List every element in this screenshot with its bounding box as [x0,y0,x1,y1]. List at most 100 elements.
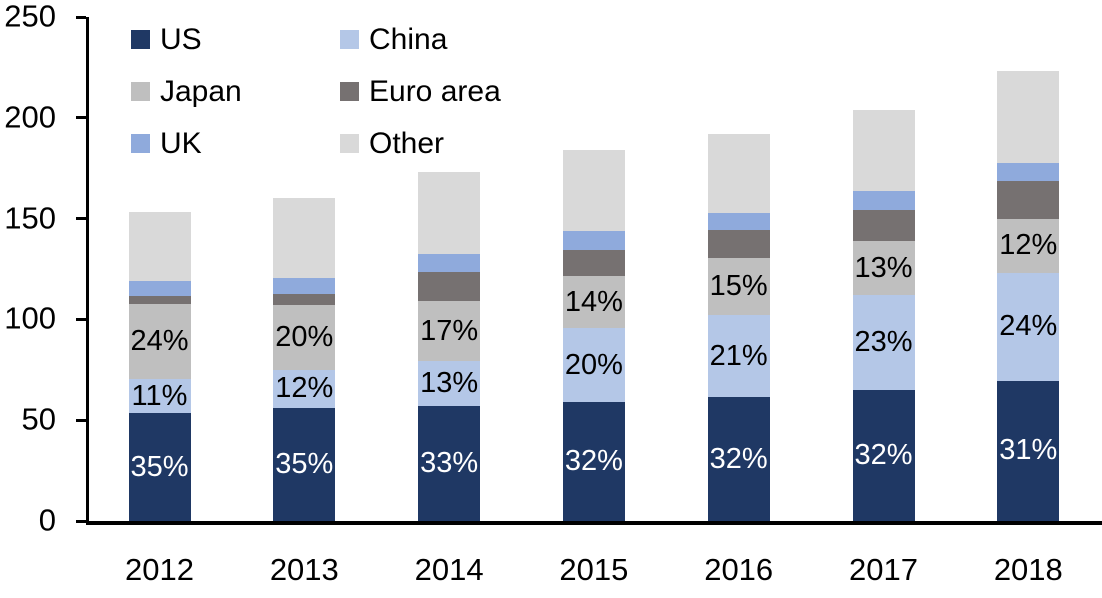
legend-item-euro-area: Euro area [340,74,501,109]
bar-2015-segment-other [562,150,625,231]
y-axis-label: 0 [38,502,56,538]
x-axis-label-2012: 2012 [125,552,194,587]
bar-2018: 31% 24% 12% [997,71,1060,521]
bar-2015-segment-japan: 14% [562,276,625,329]
x-axis-label-2018: 2018 [993,552,1063,587]
segment-percent-label: 20% [564,348,623,381]
segment-percent-label: 24% [130,325,189,358]
bar-2012-segment-japan: 24% [128,304,191,379]
legend-label-china: China [369,22,448,56]
y-axis-tick [76,519,86,523]
y-axis-tick [76,317,86,321]
bar-2014-segment-euro-area [418,272,481,302]
segment-percent-label: 23% [854,326,913,359]
legend-swatch-uk-icon [131,134,150,153]
bar-2017-segment-other [852,109,915,192]
segment-percent-label: 21% [709,339,768,372]
bar-2012-segment-china: 11% [128,378,191,414]
segment-percent-label: 13% [854,251,913,284]
bar-2013-segment-uk [273,278,336,295]
legend-label-euro-area: Euro area [369,74,501,108]
bar-2016-segment-other [707,133,770,213]
y-axis-label: 100 [4,300,56,336]
legend-item-japan: Japan [131,74,340,109]
legend-swatch-other-icon [340,134,359,153]
legend-item-uk: UK [131,126,340,161]
bar-2013-segment-japan: 20% [273,305,336,370]
bar-2016: 32% 21% 15% [707,133,770,521]
bar-2018-segment-uk [997,163,1060,182]
segment-percent-label: 12% [275,372,334,405]
bar-2016-segment-japan: 15% [707,257,770,316]
bar-2015-segment-china: 20% [562,328,625,403]
bar-2013-segment-euro-area [273,294,336,306]
segment-percent-label: 32% [854,438,913,471]
bar-2013-segment-china: 12% [273,369,336,409]
segment-percent-label: 20% [275,321,334,354]
y-axis-label: 250 [4,0,56,34]
segment-percent-label: 32% [564,445,623,478]
legend-item-china: China [340,22,501,57]
legend-swatch-japan-icon [131,82,150,101]
segment-percent-label: 33% [420,447,479,480]
bar-2017-segment-japan: 13% [852,240,915,296]
bar-2015-segment-uk [562,230,625,250]
legend-label-japan: Japan [160,74,242,108]
x-axis-label-2016: 2016 [704,552,774,587]
y-axis-tick [76,116,86,120]
bar-2017-segment-china: 23% [852,295,915,390]
bar-2017: 32% 23% 13% [852,109,915,521]
bar-2016-segment-china: 21% [707,315,770,398]
legend-item-other: Other [340,126,501,161]
x-axis-label-2013: 2013 [269,552,339,587]
x-axis-line [86,521,1102,525]
bar-2017-segment-us: 32% [852,389,915,521]
bar-2014: 33% 13% 17% [418,172,481,521]
y-axis-line [86,17,89,525]
bar-2014-segment-us: 33% [418,406,481,521]
legend-swatch-us-icon [131,30,150,49]
bar-2018-segment-euro-area [997,181,1060,219]
segment-percent-label: 35% [130,450,189,483]
bar-2013-segment-other [273,198,336,279]
y-axis-tick [76,15,86,19]
legend-label-other: Other [369,126,445,160]
bar-2013-segment-us: 35% [273,408,336,521]
bar-2015-segment-us: 32% [562,402,625,521]
y-axis-tick [76,217,86,221]
bar-2012: 35% 11% 24% [128,211,191,521]
bar-2018-segment-other [997,71,1060,164]
bar-2012-segment-euro-area [128,296,191,305]
y-axis-tick [76,418,86,422]
legend-swatch-china-icon [340,30,359,49]
segment-percent-label: 24% [999,310,1058,343]
bar-2017-segment-euro-area [852,209,915,241]
segment-percent-label: 17% [420,314,479,347]
y-axis-label: 50 [21,401,56,437]
bar-2015: 32% 20% 14% [562,150,625,521]
bar-2013: 35% 12% 20% [273,198,336,521]
bar-2016-segment-uk [707,212,770,230]
bar-2016-segment-us: 32% [707,397,770,521]
segment-percent-label: 13% [420,366,479,399]
legend-item-us: US [131,22,340,57]
segment-percent-label: 35% [275,448,334,481]
bar-2014-segment-other [418,172,481,254]
legend-swatch-euro-area-icon [340,82,359,101]
bar-2012-segment-other [128,211,191,282]
bar-2014-segment-japan: 17% [418,301,481,361]
bar-2014-segment-china: 13% [418,360,481,407]
x-axis-label-2014: 2014 [414,552,484,587]
bar-2014-segment-uk [418,253,481,273]
bar-2018-segment-us: 31% [997,380,1060,521]
segment-percent-label: 12% [999,229,1058,262]
bar-2012-segment-us: 35% [128,413,191,521]
segment-percent-label: 11% [131,379,188,412]
legend: US China Japan Euro area UK Other [131,22,501,161]
legend-label-us: US [160,22,202,56]
x-axis-label-2017: 2017 [849,552,918,587]
bar-2018-segment-china: 24% [997,273,1060,381]
segment-percent-label: 31% [999,434,1058,467]
segment-percent-label: 14% [564,285,623,318]
